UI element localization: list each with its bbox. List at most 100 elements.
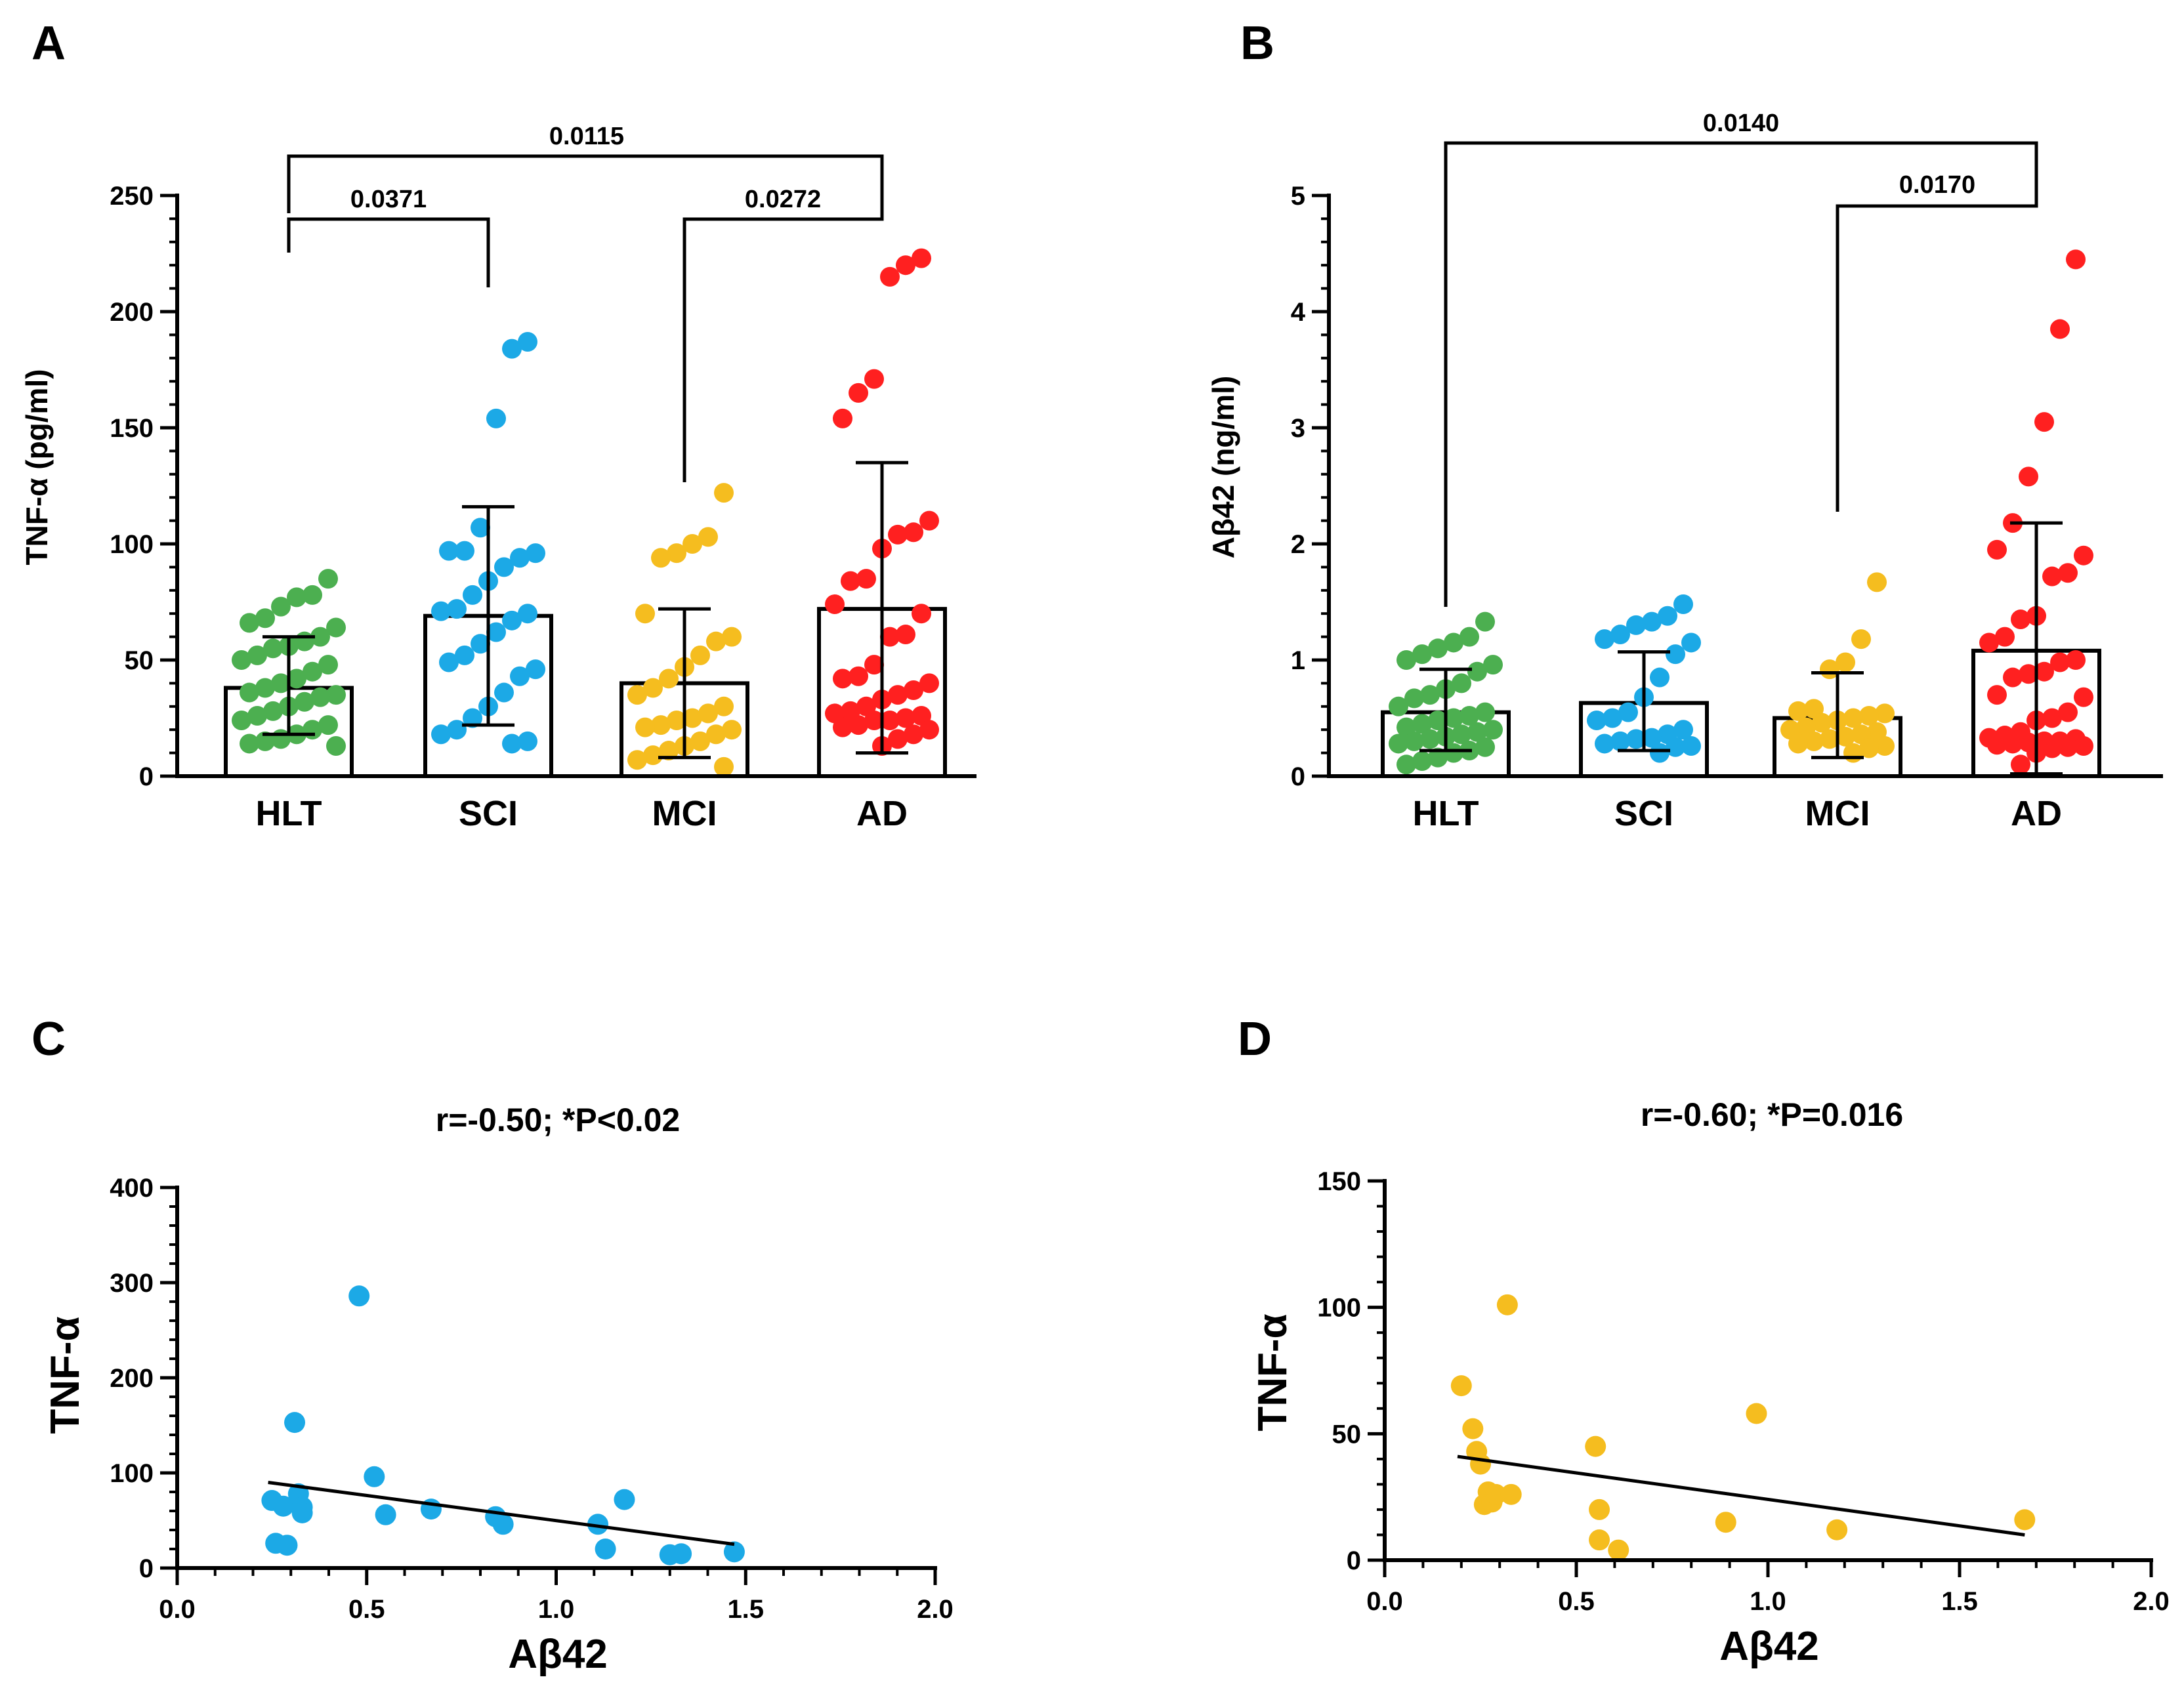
- point-ad: [1979, 632, 1999, 653]
- point-sci: [486, 408, 506, 428]
- y-tick-label: 4: [1291, 298, 1306, 327]
- point-ad: [2042, 708, 2062, 728]
- point-sci: [1642, 611, 1662, 632]
- point-hlt: [1452, 724, 1471, 745]
- x-tick-label: 0.0: [159, 1595, 196, 1624]
- point-mci: [722, 720, 742, 740]
- panel-letter-b: B: [1240, 17, 1274, 70]
- point-sci: [1603, 708, 1622, 728]
- point-hlt: [1412, 714, 1432, 734]
- point-sci: [1681, 735, 1701, 756]
- scatter-point: [291, 1502, 313, 1523]
- scatter-point: [1585, 1436, 1606, 1457]
- point-sci: [1642, 728, 1662, 748]
- point-hlt: [310, 687, 330, 707]
- point-hlt: [1428, 747, 1448, 768]
- point-sci: [502, 733, 522, 754]
- scatter-point: [276, 1535, 298, 1556]
- y-tick-label: 300: [110, 1269, 154, 1298]
- point-ad: [849, 382, 868, 403]
- point-sci: [431, 724, 451, 745]
- point-ad: [2019, 466, 2038, 487]
- point-ad: [888, 685, 908, 705]
- scatter-point: [587, 1514, 609, 1535]
- y-tick-label: 0: [1291, 762, 1305, 791]
- point-ad: [2066, 650, 2086, 670]
- y-tick-label: 200: [110, 1364, 154, 1393]
- x-tick-label: 2.0: [2133, 1587, 2170, 1616]
- x-tick-label: 1.5: [1941, 1587, 1978, 1616]
- point-ad: [2066, 249, 2086, 270]
- point-ad: [2034, 412, 2054, 432]
- point-hlt: [1475, 702, 1495, 722]
- point-hlt: [1483, 655, 1503, 675]
- x-tick-label: 0.5: [348, 1595, 385, 1624]
- scatter-point: [723, 1541, 745, 1563]
- panel-letter-c: C: [32, 1013, 66, 1065]
- point-sci: [1681, 632, 1701, 653]
- point-ad: [2011, 609, 2030, 630]
- point-mci: [651, 548, 671, 568]
- scatter-point: [1462, 1418, 1484, 1439]
- point-sci: [463, 708, 482, 728]
- point-mci: [1843, 708, 1863, 728]
- point-sci: [1595, 733, 1614, 754]
- point-ad: [888, 729, 908, 749]
- category-label: HLT: [1413, 794, 1479, 833]
- point-hlt: [255, 731, 275, 751]
- x-tick-label: 1.0: [538, 1595, 575, 1624]
- y-tick-label: 400: [110, 1174, 154, 1203]
- point-ad: [912, 248, 931, 268]
- point-hlt: [1467, 722, 1487, 742]
- point-ad: [849, 666, 868, 686]
- point-ad: [2042, 738, 2062, 758]
- scatter-point: [1589, 1498, 1610, 1520]
- point-mci: [714, 756, 734, 777]
- y-tick-label: 250: [110, 182, 154, 211]
- point-mci: [1843, 743, 1863, 763]
- x-tick-label: 2.0: [917, 1595, 954, 1624]
- significance-bracket: [287, 154, 884, 213]
- panel-letter-d: D: [1238, 1013, 1272, 1065]
- point-mci: [651, 715, 671, 735]
- point-sci: [439, 652, 459, 672]
- point-mci: [1851, 629, 1871, 650]
- point-mci: [682, 534, 702, 554]
- point-ad: [2074, 735, 2093, 756]
- point-mci: [1836, 652, 1855, 672]
- point-mci: [1875, 735, 1895, 756]
- scatter-point: [671, 1543, 692, 1565]
- point-hlt: [1420, 685, 1440, 705]
- y-tick-label: 0: [139, 1554, 154, 1583]
- point-ad: [833, 717, 852, 737]
- point-sci: [502, 610, 522, 630]
- y-axis-label: Aβ42 (ng/ml): [1206, 376, 1240, 559]
- scatter-point: [2014, 1509, 2036, 1531]
- point-ad: [2058, 563, 2078, 583]
- point-ad: [919, 510, 939, 531]
- point-mci: [690, 731, 710, 751]
- point-hlt: [1404, 688, 1424, 709]
- x-tick-label: 0.5: [1558, 1587, 1595, 1616]
- point-hlt: [240, 733, 259, 754]
- point-ad: [849, 715, 868, 735]
- point-hlt: [1475, 737, 1495, 757]
- point-ad: [2050, 652, 2070, 672]
- point-ad: [2042, 566, 2062, 587]
- point-mci: [682, 708, 702, 728]
- point-mci: [722, 627, 742, 647]
- point-sci: [1595, 629, 1614, 650]
- point-mci: [643, 745, 663, 766]
- point-mci: [1859, 738, 1879, 758]
- point-mci: [1820, 729, 1839, 749]
- point-sci: [1587, 711, 1606, 731]
- y-tick-label: 100: [110, 1459, 154, 1488]
- scatter-point: [1470, 1453, 1491, 1475]
- point-sci: [447, 720, 467, 740]
- point-ad: [2074, 687, 2093, 707]
- point-hlt: [318, 569, 338, 589]
- point-mci: [1875, 703, 1895, 724]
- point-sci: [1618, 702, 1638, 722]
- y-tick-label: 0: [139, 762, 154, 791]
